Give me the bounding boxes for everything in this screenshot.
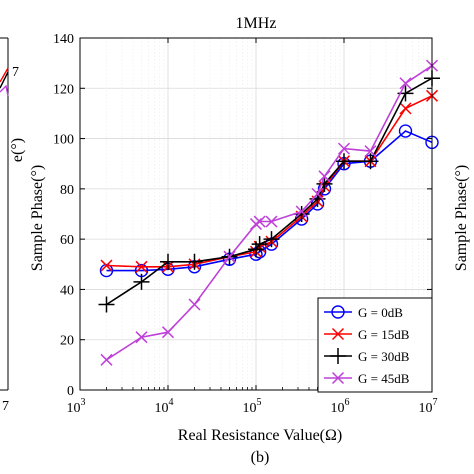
legend: G = 0dB G = 15dB G = 30dB G = 45dB <box>317 297 433 393</box>
legend-entry: G = 15dB <box>324 327 410 342</box>
legend-label: G = 0dB <box>358 305 403 320</box>
legend-label: G = 45dB <box>358 371 410 386</box>
y-tick-label: 40 <box>60 283 74 298</box>
data-point <box>135 331 148 344</box>
subcaption: (b) <box>251 449 270 466</box>
data-point <box>295 205 308 218</box>
series-3 <box>98 70 440 313</box>
plot-area: 0 20 40 60 80 100 120 140 103 104 105 106 107 <box>53 32 440 416</box>
axis-ticks: 0 20 40 60 80 100 120 140 103 104 105 106 107 <box>53 32 438 416</box>
left-panel-tick-fragment: 7 <box>2 399 9 414</box>
data-point <box>364 145 377 158</box>
y-tick-label: 140 <box>53 32 74 47</box>
y-tick-label: 120 <box>53 82 74 97</box>
data-point <box>265 215 278 228</box>
legend-marker <box>330 348 346 364</box>
data-point <box>399 102 412 115</box>
data-point <box>135 260 148 273</box>
chart-title: 1MHz <box>236 15 277 32</box>
data-point <box>249 218 263 231</box>
grid-lines <box>79 37 432 391</box>
left-panel-series-fragment <box>0 71 9 89</box>
left-partial-panel: 7 7 e(°) <box>0 37 26 414</box>
data-point <box>336 153 352 170</box>
data-point <box>253 215 266 228</box>
x-tick-label: 104 <box>155 397 174 416</box>
data-point <box>188 298 201 311</box>
data-point <box>263 231 280 248</box>
y-tick-label: 80 <box>60 183 74 198</box>
x-tick-label: 106 <box>331 397 350 416</box>
data-point <box>337 142 351 155</box>
legend-entry: G = 0dB <box>324 305 403 320</box>
data-point <box>100 353 113 366</box>
legend-marker <box>331 371 345 385</box>
data-point <box>223 250 236 263</box>
x-axis-label: Real Resistance Value(Ω) <box>178 427 342 444</box>
right-panel-y-axis-label: Sample Phase(°) <box>453 165 470 271</box>
y-tick-label: 20 <box>60 334 74 349</box>
data-point <box>251 236 268 253</box>
legend-marker <box>331 327 345 341</box>
data-point <box>362 153 379 170</box>
left-panel-tick-fragment: 7 <box>12 65 19 80</box>
data-point <box>98 296 115 313</box>
series-layer <box>98 59 440 366</box>
legend-entry: G = 30dB <box>324 348 410 364</box>
data-point <box>161 326 175 339</box>
y-tick-label: 100 <box>53 133 74 148</box>
left-panel-series-fragment <box>0 67 9 83</box>
y-tick-label: 60 <box>60 233 74 248</box>
x-tick-label: 107 <box>419 397 438 416</box>
x-tick-label: 105 <box>243 397 262 416</box>
data-point <box>160 253 176 270</box>
legend-marker <box>331 305 345 319</box>
y-tick-label: 0 <box>67 384 74 399</box>
y-axis-label: Sample Phase(°) <box>29 165 46 271</box>
data-point <box>399 77 412 90</box>
legend-label: G = 30dB <box>358 349 410 364</box>
data-point <box>318 170 331 183</box>
x-tick-label: 103 <box>67 397 86 416</box>
legend-label: G = 15dB <box>358 327 410 342</box>
data-point <box>398 124 413 138</box>
series-4 <box>100 59 439 366</box>
left-panel-y-axis-label-fragment: e(°) <box>9 138 26 162</box>
data-point <box>133 273 150 290</box>
data-point <box>186 253 203 270</box>
left-panel-series-fragment <box>0 84 9 97</box>
legend-entry: G = 45dB <box>324 371 410 386</box>
data-point <box>100 259 113 272</box>
data-point <box>311 187 324 200</box>
